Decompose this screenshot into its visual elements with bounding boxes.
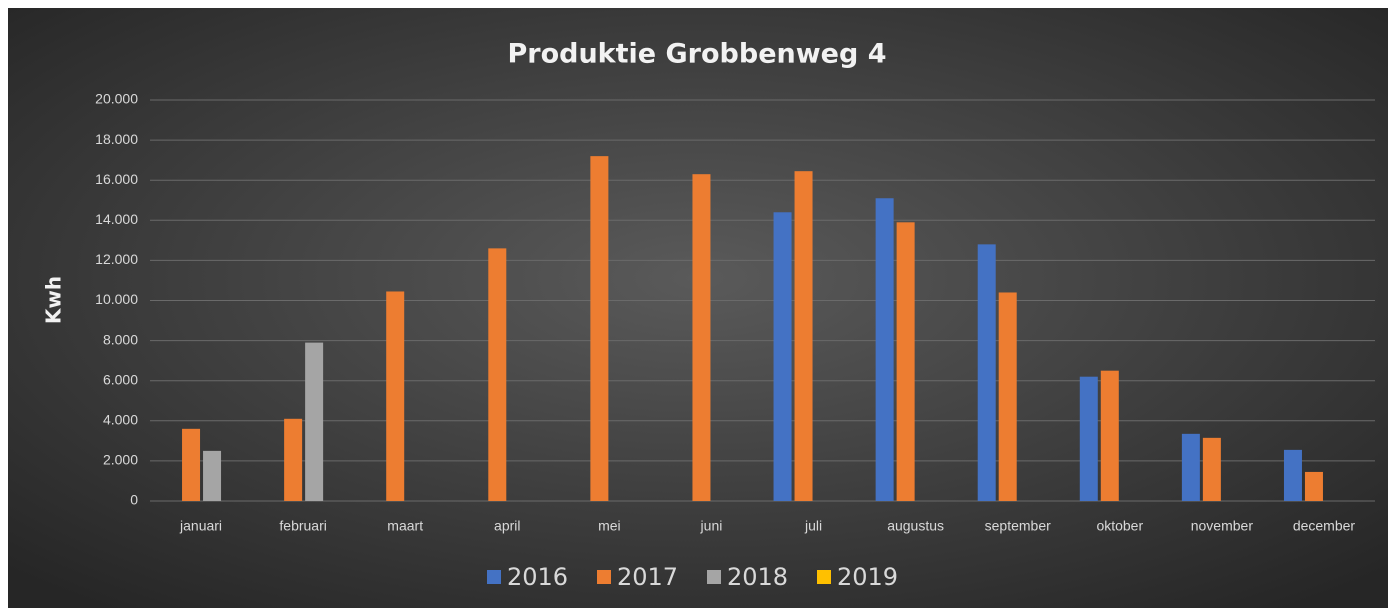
y-tick-label: 18.000 — [95, 131, 138, 147]
x-tick-label: augustus — [887, 518, 944, 534]
x-tick-label: februari — [279, 518, 326, 534]
bar — [203, 450, 222, 501]
bar — [896, 222, 915, 501]
y-tick-label: 0 — [130, 492, 138, 508]
legend-swatch — [597, 570, 611, 584]
x-tick-label: september — [985, 518, 1051, 534]
y-tick-label: 16.000 — [95, 171, 138, 187]
bar — [773, 212, 792, 501]
legend-label: 2017 — [617, 563, 678, 591]
legend-label: 2019 — [837, 563, 898, 591]
y-tick-label: 2.000 — [103, 452, 138, 468]
legend-swatch — [707, 570, 721, 584]
legend-swatch — [487, 570, 501, 584]
bar — [1304, 471, 1323, 501]
bar — [182, 428, 201, 501]
x-tick-label: december — [1293, 518, 1356, 534]
bar — [1283, 449, 1302, 501]
y-axis-title: Kwh — [42, 276, 66, 324]
y-tick-label: 6.000 — [103, 371, 138, 387]
y-tick-label: 20.000 — [95, 91, 138, 107]
bar — [1100, 370, 1119, 501]
bar — [875, 198, 894, 501]
bar — [1181, 433, 1200, 501]
x-tick-label: januari — [179, 518, 222, 534]
legend-label: 2018 — [727, 563, 788, 591]
legend-label: 2016 — [507, 563, 568, 591]
y-tick-label: 8.000 — [103, 331, 138, 347]
x-tick-label: juli — [804, 518, 822, 534]
bar — [488, 248, 507, 501]
y-tick-label: 4.000 — [103, 412, 138, 428]
x-tick-label: juni — [700, 518, 723, 534]
bar — [998, 292, 1017, 501]
y-tick-label: 10.000 — [95, 291, 138, 307]
y-tick-label: 14.000 — [95, 211, 138, 227]
x-tick-label: april — [494, 518, 520, 534]
x-tick-label: oktober — [1096, 518, 1143, 534]
bar — [977, 244, 996, 502]
bar — [692, 174, 711, 501]
x-tick-label: maart — [387, 518, 423, 534]
bar — [305, 342, 324, 501]
bar — [794, 171, 813, 502]
legend-swatch — [817, 570, 831, 584]
chart-title: Produktie Grobbenweg 4 — [507, 39, 886, 70]
bar — [284, 418, 303, 501]
bar — [1202, 437, 1221, 501]
bar — [590, 156, 609, 501]
y-tick-label: 12.000 — [95, 251, 138, 267]
bar — [1079, 376, 1098, 501]
x-tick-label: november — [1191, 518, 1254, 534]
bar — [386, 291, 405, 501]
x-tick-label: mei — [598, 518, 621, 534]
